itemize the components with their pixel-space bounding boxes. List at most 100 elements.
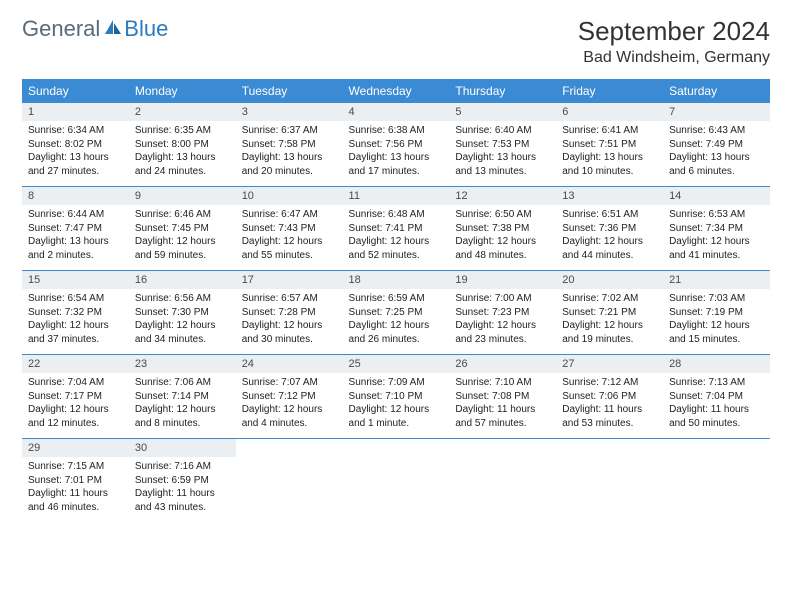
logo-gray: General (22, 16, 100, 42)
day-line: Daylight: 11 hours (455, 403, 550, 417)
day-line: and 13 minutes. (455, 165, 550, 179)
day-cell: 15Sunrise: 6:54 AMSunset: 7:32 PMDayligh… (22, 271, 129, 355)
day-number: 14 (663, 187, 770, 205)
day-number: 30 (129, 439, 236, 457)
day-line: Daylight: 13 hours (455, 151, 550, 165)
day-cell: 27Sunrise: 7:12 AMSunset: 7:06 PMDayligh… (556, 355, 663, 439)
day-line: Sunrise: 6:37 AM (242, 124, 337, 138)
day-body: Sunrise: 7:15 AMSunset: 7:01 PMDaylight:… (22, 457, 129, 522)
day-number: 3 (236, 103, 343, 121)
day-cell (449, 439, 556, 523)
day-line: Sunset: 7:36 PM (562, 222, 657, 236)
day-line: Daylight: 12 hours (135, 319, 230, 333)
day-line: and 2 minutes. (28, 249, 123, 263)
day-cell: 10Sunrise: 6:47 AMSunset: 7:43 PMDayligh… (236, 187, 343, 271)
day-line: and 26 minutes. (349, 333, 444, 347)
day-line: and 30 minutes. (242, 333, 337, 347)
day-line: Sunrise: 7:09 AM (349, 376, 444, 390)
day-number: 22 (22, 355, 129, 373)
day-body: Sunrise: 7:06 AMSunset: 7:14 PMDaylight:… (129, 373, 236, 438)
day-line: Daylight: 13 hours (562, 151, 657, 165)
day-body: Sunrise: 6:40 AMSunset: 7:53 PMDaylight:… (449, 121, 556, 186)
day-line: and 41 minutes. (669, 249, 764, 263)
day-body: Sunrise: 7:12 AMSunset: 7:06 PMDaylight:… (556, 373, 663, 438)
day-line: Sunrise: 6:46 AM (135, 208, 230, 222)
day-line: Sunset: 7:34 PM (669, 222, 764, 236)
day-cell: 11Sunrise: 6:48 AMSunset: 7:41 PMDayligh… (343, 187, 450, 271)
day-line: Sunrise: 7:15 AM (28, 460, 123, 474)
day-cell: 18Sunrise: 6:59 AMSunset: 7:25 PMDayligh… (343, 271, 450, 355)
day-body: Sunrise: 6:54 AMSunset: 7:32 PMDaylight:… (22, 289, 129, 354)
day-number: 5 (449, 103, 556, 121)
day-line: and 1 minute. (349, 417, 444, 431)
day-line: and 44 minutes. (562, 249, 657, 263)
day-line: Daylight: 12 hours (349, 235, 444, 249)
day-line: Daylight: 13 hours (349, 151, 444, 165)
day-line: Daylight: 12 hours (349, 403, 444, 417)
day-line: and 34 minutes. (135, 333, 230, 347)
week-row: 22Sunrise: 7:04 AMSunset: 7:17 PMDayligh… (22, 355, 770, 439)
day-body: Sunrise: 7:07 AMSunset: 7:12 PMDaylight:… (236, 373, 343, 438)
day-cell: 6Sunrise: 6:41 AMSunset: 7:51 PMDaylight… (556, 103, 663, 187)
day-body: Sunrise: 6:34 AMSunset: 8:02 PMDaylight:… (22, 121, 129, 186)
day-cell (663, 439, 770, 523)
day-line: and 10 minutes. (562, 165, 657, 179)
day-line: Sunset: 7:32 PM (28, 306, 123, 320)
day-line: Sunrise: 7:07 AM (242, 376, 337, 390)
day-number: 11 (343, 187, 450, 205)
day-cell: 4Sunrise: 6:38 AMSunset: 7:56 PMDaylight… (343, 103, 450, 187)
day-line: Daylight: 11 hours (135, 487, 230, 501)
day-number: 8 (22, 187, 129, 205)
day-body: Sunrise: 6:47 AMSunset: 7:43 PMDaylight:… (236, 205, 343, 270)
day-line: Sunrise: 7:06 AM (135, 376, 230, 390)
day-line: Sunset: 7:49 PM (669, 138, 764, 152)
day-number: 4 (343, 103, 450, 121)
day-line: Sunrise: 6:34 AM (28, 124, 123, 138)
day-line: Sunrise: 6:43 AM (669, 124, 764, 138)
day-cell (343, 439, 450, 523)
day-line: Sunrise: 6:56 AM (135, 292, 230, 306)
logo-sail-icon (104, 19, 122, 40)
day-line: Sunrise: 6:59 AM (349, 292, 444, 306)
day-number: 9 (129, 187, 236, 205)
day-line: Sunrise: 6:53 AM (669, 208, 764, 222)
day-number: 21 (663, 271, 770, 289)
day-cell: 8Sunrise: 6:44 AMSunset: 7:47 PMDaylight… (22, 187, 129, 271)
location: Bad Windsheim, Germany (578, 49, 770, 67)
day-line: and 52 minutes. (349, 249, 444, 263)
day-body: Sunrise: 6:53 AMSunset: 7:34 PMDaylight:… (663, 205, 770, 270)
day-number: 1 (22, 103, 129, 121)
day-line: Sunset: 7:43 PM (242, 222, 337, 236)
day-line: Sunset: 7:01 PM (28, 474, 123, 488)
day-line: Daylight: 12 hours (28, 319, 123, 333)
day-number: 28 (663, 355, 770, 373)
month-title: September 2024 (578, 16, 770, 47)
day-line: Sunrise: 6:44 AM (28, 208, 123, 222)
day-line: and 6 minutes. (669, 165, 764, 179)
day-line: Sunset: 7:12 PM (242, 390, 337, 404)
day-cell: 3Sunrise: 6:37 AMSunset: 7:58 PMDaylight… (236, 103, 343, 187)
day-cell: 21Sunrise: 7:03 AMSunset: 7:19 PMDayligh… (663, 271, 770, 355)
day-line: Daylight: 12 hours (455, 235, 550, 249)
day-body: Sunrise: 7:03 AMSunset: 7:19 PMDaylight:… (663, 289, 770, 354)
day-cell: 12Sunrise: 6:50 AMSunset: 7:38 PMDayligh… (449, 187, 556, 271)
day-line: Sunset: 7:21 PM (562, 306, 657, 320)
day-line: Sunrise: 6:50 AM (455, 208, 550, 222)
day-line: Daylight: 12 hours (562, 235, 657, 249)
day-line: Daylight: 12 hours (242, 235, 337, 249)
day-line: Sunset: 7:30 PM (135, 306, 230, 320)
day-line: Sunset: 7:28 PM (242, 306, 337, 320)
week-row: 8Sunrise: 6:44 AMSunset: 7:47 PMDaylight… (22, 187, 770, 271)
day-cell: 5Sunrise: 6:40 AMSunset: 7:53 PMDaylight… (449, 103, 556, 187)
day-cell: 30Sunrise: 7:16 AMSunset: 6:59 PMDayligh… (129, 439, 236, 523)
day-line: Sunrise: 6:57 AM (242, 292, 337, 306)
day-line: Sunset: 7:10 PM (349, 390, 444, 404)
day-body: Sunrise: 7:13 AMSunset: 7:04 PMDaylight:… (663, 373, 770, 438)
calendar: Sunday Monday Tuesday Wednesday Thursday… (22, 79, 770, 522)
day-line: Sunset: 8:02 PM (28, 138, 123, 152)
day-cell (556, 439, 663, 523)
day-line: and 17 minutes. (349, 165, 444, 179)
day-cell: 7Sunrise: 6:43 AMSunset: 7:49 PMDaylight… (663, 103, 770, 187)
day-number: 13 (556, 187, 663, 205)
day-line: Sunrise: 6:35 AM (135, 124, 230, 138)
